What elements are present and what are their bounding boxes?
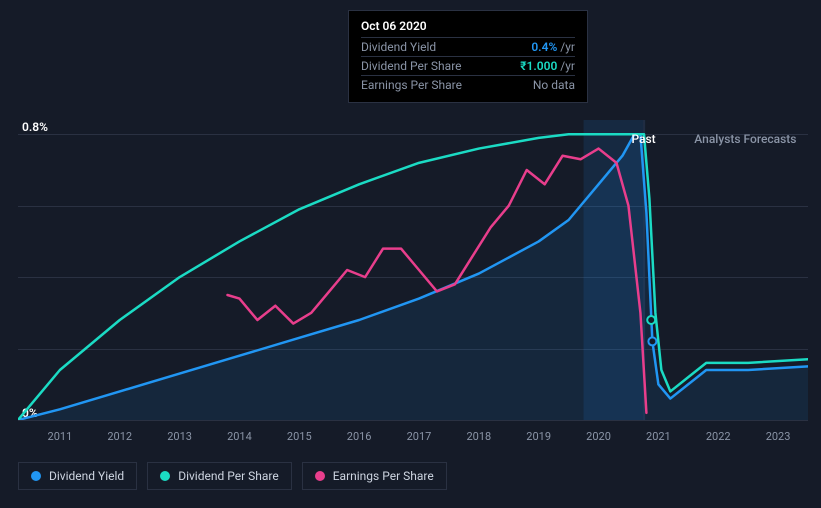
tooltip-label: Earnings Per Share bbox=[361, 78, 462, 92]
legend-dot-icon bbox=[31, 471, 41, 481]
dividend-chart bbox=[18, 120, 808, 420]
tooltip-label: Dividend Yield bbox=[361, 40, 436, 54]
x-axis-label: 2019 bbox=[526, 430, 551, 443]
legend-label: Earnings Per Share bbox=[333, 469, 434, 483]
gridline bbox=[18, 420, 808, 421]
tooltip-value: ₹1.000 /yr bbox=[520, 59, 575, 73]
x-axis-label: 2016 bbox=[347, 430, 372, 443]
legend-item[interactable]: Dividend Per Share bbox=[147, 462, 292, 490]
legend-item[interactable]: Dividend Yield bbox=[18, 462, 137, 490]
legend-item[interactable]: Earnings Per Share bbox=[302, 462, 447, 490]
section-label: Past bbox=[631, 132, 655, 146]
x-axis-label: 2015 bbox=[287, 430, 312, 443]
chart-legend: Dividend Yield Dividend Per Share Earnings… bbox=[18, 462, 447, 490]
x-axis-label: 2023 bbox=[766, 430, 791, 443]
series-marker bbox=[647, 316, 655, 324]
tooltip-row: Earnings Per Share No data bbox=[361, 75, 575, 94]
x-axis-label: 2012 bbox=[107, 430, 132, 443]
x-axis-label: 2017 bbox=[407, 430, 432, 443]
x-axis-label: 2022 bbox=[706, 430, 731, 443]
x-axis-label: 2013 bbox=[167, 430, 192, 443]
chart-tooltip: Oct 06 2020 Dividend Yield0.4% /yrDivide… bbox=[348, 10, 588, 103]
x-axis-label: 2021 bbox=[646, 430, 671, 443]
x-axis-labels: 2011 2012 2013 2014 2015 2016 2017 2018 2019 2020… bbox=[18, 430, 808, 450]
x-axis-label: 2018 bbox=[466, 430, 491, 443]
series-marker bbox=[648, 337, 656, 345]
x-axis-label: 2014 bbox=[227, 430, 252, 443]
tooltip-row: Dividend Per Share ₹1.000 /yr bbox=[361, 56, 575, 75]
legend-dot-icon bbox=[315, 471, 325, 481]
legend-label: Dividend Per Share bbox=[178, 469, 279, 483]
tooltip-value: 0.4% /yr bbox=[531, 40, 575, 54]
legend-label: Dividend Yield bbox=[49, 469, 124, 483]
x-axis-label: 2011 bbox=[48, 430, 73, 443]
tooltip-value: No data bbox=[533, 78, 575, 92]
tooltip-label: Dividend Per Share bbox=[361, 59, 462, 73]
legend-dot-icon bbox=[160, 471, 170, 481]
tooltip-row: Dividend Yield 0.4% /yr bbox=[361, 37, 575, 56]
x-axis-label: 2020 bbox=[586, 430, 611, 443]
tooltip-date: Oct 06 2020 bbox=[361, 19, 575, 33]
section-label: Analysts Forecasts bbox=[694, 132, 796, 146]
